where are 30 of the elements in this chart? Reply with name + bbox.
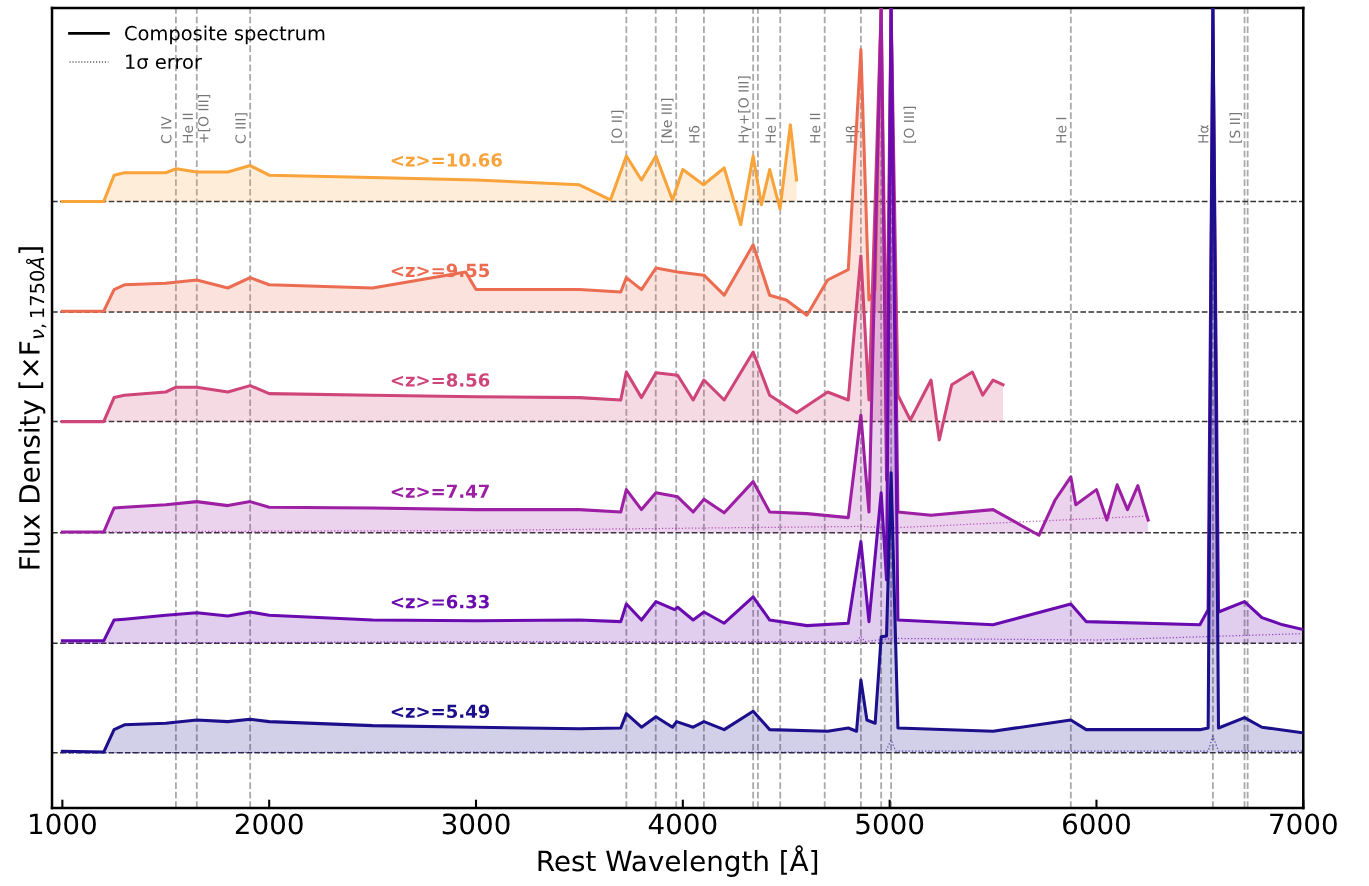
annotation: 1σ error bbox=[126, 54, 202, 70]
ref-line-label: He II bbox=[810, 113, 821, 143]
y-axis-title: Flux Density [×F$_{ν,1750Å}$] bbox=[18, 247, 47, 569]
x-tick-label: 3000 bbox=[442, 813, 510, 835]
series-label: <z>=9.55 bbox=[391, 263, 490, 278]
series-label: <z>=10.66 bbox=[391, 153, 502, 167]
series-label: <z>=8.56 bbox=[391, 373, 490, 387]
ref-line-label: He II +[O III] bbox=[182, 95, 211, 143]
series-label: <z>=5.49 bbox=[391, 704, 490, 719]
annotation: Composite spectrum bbox=[125, 25, 325, 45]
ref-line-label: He I bbox=[1056, 117, 1067, 143]
ref-line-label: C III] bbox=[235, 113, 248, 144]
x-tick-label: 2000 bbox=[235, 813, 303, 835]
ref-line-label: Hγ+[O III] bbox=[738, 76, 752, 143]
series-label: <z>=6.33 bbox=[391, 594, 489, 609]
ref-line-label: [O III] bbox=[903, 106, 916, 143]
x-tick-label: 6000 bbox=[1063, 813, 1130, 835]
x-tick-label: 7000 bbox=[1270, 813, 1337, 835]
ref-line-label: Hδ bbox=[689, 125, 700, 143]
x-axis-title: Rest Wavelength [Å] bbox=[538, 845, 818, 877]
series-label: <z>=7.47 bbox=[391, 484, 489, 498]
ref-line-label: [S II] bbox=[1229, 112, 1242, 143]
ref-line-label: C IV bbox=[161, 116, 172, 144]
x-tick-label: 4000 bbox=[648, 813, 717, 835]
ref-line-label: [Ne III] bbox=[661, 98, 674, 143]
ref-line-label: Hα bbox=[1198, 125, 1209, 143]
ref-line-label: [O II] bbox=[611, 110, 624, 143]
x-tick-label: 5000 bbox=[856, 813, 924, 835]
x-tick-label: 1000 bbox=[30, 813, 96, 835]
ref-line-label: He I bbox=[765, 117, 776, 143]
